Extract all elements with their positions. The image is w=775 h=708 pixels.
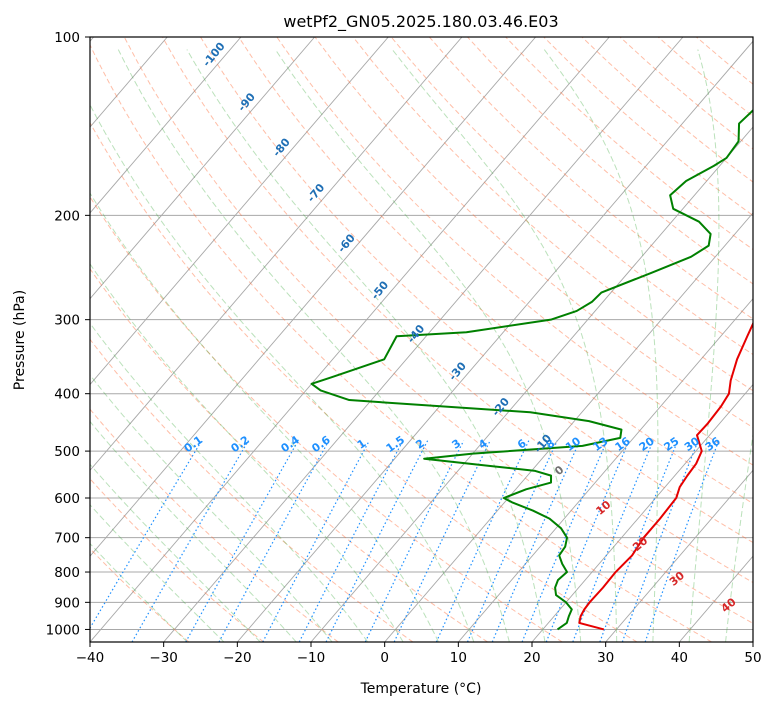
background-lines: [90, 37, 753, 642]
isotherm-line: [90, 37, 242, 214]
dry-adiabat-line: [90, 43, 712, 642]
mixing-ratio-line: [185, 440, 299, 642]
y-tick-label: 1000: [46, 622, 80, 638]
dry-adiabat-line: [90, 408, 339, 642]
isotherm-line: [310, 126, 753, 642]
x-axis-ticks: −40 −30 −20 −10 0 10 20 30 40 50: [76, 642, 762, 666]
isotherm-line: [605, 469, 753, 642]
moist-adiabat-line: [688, 49, 720, 642]
moist-adiabat-line: [186, 49, 546, 642]
plot-area: [90, 37, 753, 642]
moist-adiabat-line: [90, 263, 404, 642]
moist-adiabat-line: [725, 431, 753, 642]
dry-adiabat-line: [90, 121, 638, 642]
mixing-ratio-line: [90, 440, 203, 630]
isotherm-line: [90, 37, 315, 300]
x-tick-label: 0: [380, 650, 389, 666]
isotherm-line: [90, 37, 610, 642]
moist-adiabat-line: [117, 49, 510, 642]
dry-adiabat-line: [276, 37, 753, 466]
y-axis-ticks: 1000 900 800 700 600 500 400 300 200 100: [46, 30, 90, 638]
isotherm-line: [457, 298, 753, 642]
x-tick-label: −30: [149, 650, 178, 666]
x-tick-label: 20: [523, 650, 540, 666]
dry-adiabat-line: [238, 37, 753, 504]
mixing-ratio-line: [644, 440, 720, 642]
mixing-ratio-line: [325, 440, 429, 642]
moist-adiabat-line: [90, 192, 439, 642]
plot-frame: [89, 36, 754, 643]
moist-adiabat-line: [274, 49, 582, 642]
moist-adiabat-line: [90, 463, 261, 642]
mixing-ratio-line: [218, 440, 330, 642]
mixing-ratio-line: [435, 440, 530, 642]
isotherm-line: [384, 212, 753, 642]
x-tick-label: 30: [597, 650, 614, 666]
temperature-profile-line: [578, 321, 753, 631]
dry-adiabat-line: [390, 37, 753, 356]
y-tick-label: 300: [54, 313, 80, 329]
x-tick-label: 50: [744, 650, 761, 666]
x-axis-label: Temperature (°C): [360, 681, 482, 697]
chart-title: wetPf2_GN05.2025.180.03.46.E03: [283, 12, 558, 32]
x-tick-label: 40: [671, 650, 688, 666]
y-axis-label: Pressure (hPa): [12, 290, 28, 390]
y-tick-label: 900: [54, 595, 80, 611]
data-series: [310, 108, 753, 631]
moist-adiabat-line: [90, 542, 188, 642]
dry-adiabat-line: [123, 37, 753, 624]
moist-adiabat-line: [90, 420, 297, 642]
moist-adiabat-line: [90, 103, 475, 642]
isotherm-line: [90, 37, 463, 472]
y-tick-label: 200: [54, 208, 80, 224]
y-tick-label: 500: [54, 444, 80, 460]
x-tick-label: −20: [223, 650, 252, 666]
x-tick-label: −10: [297, 650, 326, 666]
dewpoint-profile-line: [310, 108, 753, 631]
mixing-ratio-line: [491, 440, 581, 642]
moist-adiabat-line: [543, 49, 659, 642]
mixing-ratio-line: [521, 440, 608, 642]
moist-adiabat-line: [90, 504, 225, 642]
mixing-ratio-line: [364, 440, 465, 642]
dry-adiabat-line: [90, 267, 488, 642]
dry-adiabat-line: [352, 37, 753, 392]
dry-adiabat-line: [90, 195, 563, 642]
isotherm-line: [531, 383, 753, 642]
dry-adiabat-line: [200, 37, 753, 544]
moist-adiabat-line: [90, 374, 333, 642]
isotherm-line: [163, 37, 684, 642]
dry-adiabat-line: [428, 37, 753, 320]
x-tick-label: −40: [76, 650, 105, 666]
y-tick-label: 400: [54, 387, 80, 403]
x-tick-label: 10: [450, 650, 467, 666]
y-tick-label: 100: [54, 30, 80, 46]
isotherm-line: [90, 37, 389, 386]
dry-adiabat-line: [90, 478, 264, 642]
mixing-ratio-line: [131, 440, 249, 642]
y-tick-label: 800: [54, 565, 80, 581]
y-tick-label: 700: [54, 531, 80, 547]
isotherm-line: [236, 40, 753, 642]
y-tick-label: 600: [54, 491, 80, 507]
isotherm-line: [90, 37, 536, 557]
